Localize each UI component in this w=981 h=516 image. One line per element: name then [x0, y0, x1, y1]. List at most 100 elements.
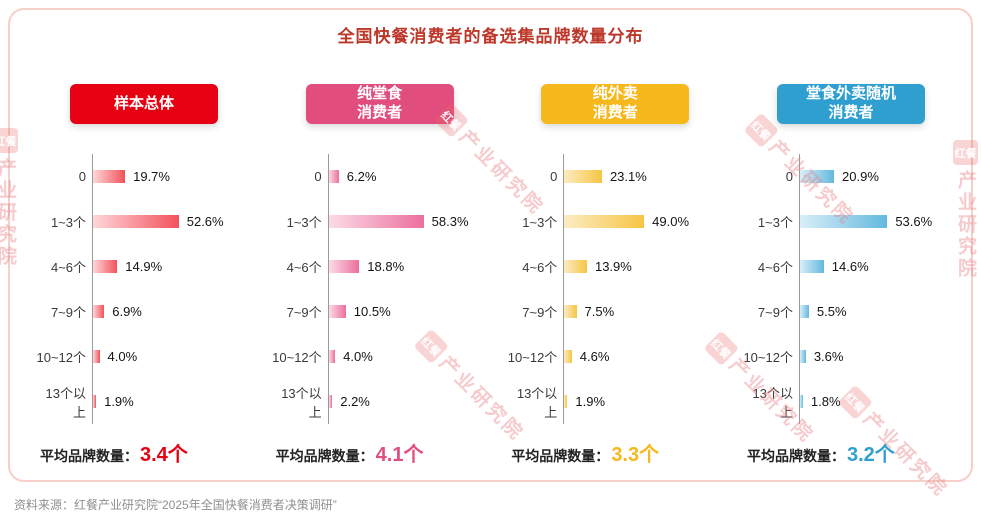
- value-label: 7.5%: [584, 304, 615, 319]
- bar: [93, 170, 126, 183]
- panel-title-line: 纯外卖: [592, 85, 638, 103]
- category-label: 7~9个: [50, 305, 86, 320]
- chart-row: 0 20.9%: [741, 154, 961, 199]
- category-label: 13个以上: [752, 385, 793, 420]
- average-row: 平均品牌数量： 3.3个: [505, 438, 725, 467]
- bar-track: 49.0%: [563, 199, 725, 244]
- value-label: 5.5%: [816, 304, 847, 319]
- bar: [799, 215, 888, 228]
- average-row: 平均品牌数量： 4.1个: [270, 438, 490, 467]
- bar: [799, 395, 803, 408]
- bar-track: 18.8%: [327, 244, 490, 289]
- chart-row: 13个以上 1.9%: [34, 379, 254, 424]
- bar: [328, 170, 339, 183]
- value-label: 4.0%: [343, 349, 373, 364]
- bar-track: 10.5%: [327, 289, 490, 334]
- category-label: 1~3个: [286, 215, 322, 230]
- panel-title-line: 堂食外卖随机: [805, 85, 896, 103]
- bar: [93, 260, 118, 273]
- chart-row: 4~6个 18.8%: [270, 244, 490, 289]
- bar-track: 1.8%: [798, 379, 961, 424]
- category-label: 0: [78, 169, 86, 184]
- bar: [328, 305, 346, 318]
- value-label: 1.9%: [104, 394, 134, 409]
- value-label: 1.8%: [810, 394, 841, 409]
- bar-track: 23.1%: [563, 154, 725, 199]
- page-title: 全国快餐消费者的备选集品牌数量分布: [337, 27, 644, 46]
- bar-track: 7.5%: [563, 289, 725, 334]
- chart-row: 1~3个 52.6%: [34, 199, 254, 244]
- bar: [328, 260, 360, 273]
- category-label: 4~6个: [286, 260, 322, 275]
- bar: [799, 350, 806, 363]
- value-label: 20.9%: [842, 169, 879, 184]
- bar-track: 20.9%: [798, 154, 961, 199]
- value-label: 3.6%: [813, 349, 844, 364]
- average-label: 平均品牌数量：: [746, 448, 845, 464]
- average-row: 平均品牌数量： 3.4个: [34, 438, 254, 467]
- panel-header: 堂食外卖随机 消费者: [776, 84, 925, 124]
- chart-row: 13个以上 1.9%: [505, 379, 725, 424]
- bar: [328, 350, 336, 363]
- panel-pure-takeout: 纯外卖 消费者 0 23.1% 1~3个 49.0% 4~6个: [505, 84, 725, 467]
- bar: [328, 215, 424, 228]
- value-label: 23.1%: [609, 169, 647, 184]
- category-label: 0: [785, 169, 793, 184]
- bar: [93, 395, 97, 408]
- panel-title-line: 消费者: [592, 104, 638, 121]
- value-label: 53.6%: [895, 214, 933, 229]
- chart-row: 10~12个 4.0%: [34, 334, 254, 379]
- chart-row: 1~3个 53.6%: [741, 199, 961, 244]
- chart-row: 10~12个 4.0%: [270, 334, 490, 379]
- average-value: 3.3个: [611, 444, 660, 466]
- value-label: 4.6%: [579, 349, 610, 364]
- chart-row: 13个以上 2.2%: [270, 379, 490, 424]
- panel-title-line: 样本总体: [113, 94, 174, 112]
- category-label: 1~3个: [50, 215, 86, 230]
- chart-row: 4~6个 13.9%: [505, 244, 725, 289]
- category-label: 0: [314, 169, 322, 184]
- panels-container: 样本总体 0 19.7% 1~3个 52.6% 4~6个: [34, 84, 961, 467]
- bar: [328, 395, 333, 408]
- value-label: 58.3%: [431, 214, 469, 229]
- bar-track: 6.2%: [327, 154, 490, 199]
- category-label: 13个以上: [516, 385, 558, 420]
- bar-track: 2.2%: [327, 379, 490, 424]
- bar-track: 5.5%: [798, 289, 961, 334]
- bar: [564, 260, 587, 273]
- watermark: 红餐 产业研究院: [0, 128, 19, 268]
- watermark-label: 产业研究院: [0, 158, 16, 268]
- bar-track: 53.6%: [798, 199, 961, 244]
- category-label: 4~6个: [757, 260, 793, 275]
- chart-row: 1~3个 58.3%: [270, 199, 490, 244]
- bar-track: 52.6%: [92, 199, 254, 244]
- value-label: 52.6%: [186, 214, 224, 229]
- value-label: 14.6%: [831, 259, 869, 274]
- data-source-note: 资料来源：红餐产业研究院“2025年全国快餐消费者决策调研”: [14, 498, 337, 512]
- panel-title-line: 纯堂食: [357, 85, 403, 103]
- value-label: 1.9%: [575, 394, 606, 409]
- bar-chart: 0 19.7% 1~3个 52.6% 4~6个 14.9%: [34, 154, 254, 424]
- chart-row: 0 19.7%: [34, 154, 254, 199]
- panel-header: 样本总体: [70, 84, 218, 124]
- bar: [564, 350, 572, 363]
- bar: [564, 395, 568, 408]
- value-label: 6.2%: [346, 169, 377, 184]
- value-label: 4.0%: [107, 349, 138, 364]
- bar-track: 4.0%: [327, 334, 490, 379]
- average-row: 平均品牌数量： 3.2个: [741, 438, 961, 467]
- bar-track: 13.9%: [563, 244, 725, 289]
- value-label: 2.2%: [340, 394, 370, 409]
- value-label: 14.9%: [125, 259, 163, 274]
- bar: [799, 170, 835, 183]
- chart-row: 7~9个 7.5%: [505, 289, 725, 334]
- chart-row: 7~9个 5.5%: [741, 289, 961, 334]
- bar-track: 1.9%: [92, 379, 254, 424]
- chart-row: 1~3个 49.0%: [505, 199, 725, 244]
- average-label: 平均品牌数量：: [40, 448, 138, 464]
- panel-title-line: 消费者: [828, 104, 874, 121]
- bar: [93, 215, 179, 228]
- category-label: 0: [550, 169, 558, 184]
- category-label: 4~6个: [50, 260, 86, 275]
- panel-sample-overall: 样本总体 0 19.7% 1~3个 52.6% 4~6个: [34, 84, 254, 467]
